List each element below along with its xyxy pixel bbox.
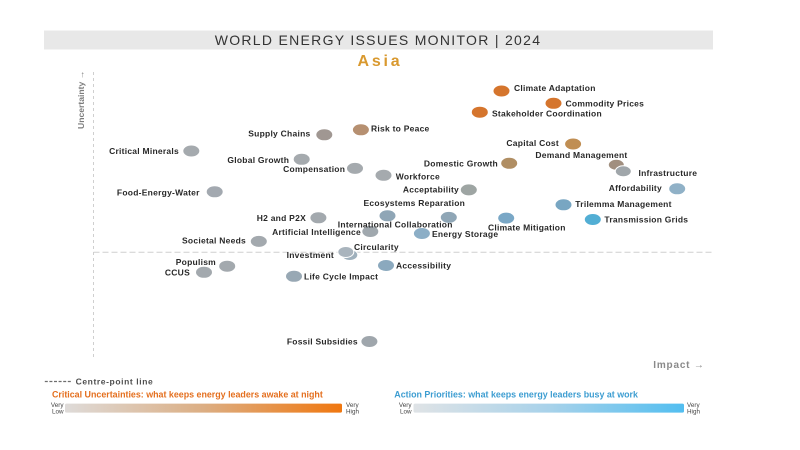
svg-text:Risk to Peace: Risk to Peace — [371, 124, 430, 134]
svg-text:Critical Uncertainties: what k: Critical Uncertainties: what keeps energ… — [52, 390, 323, 400]
svg-text:Very: Very — [346, 402, 359, 409]
svg-text:Ecosystems Reparation: Ecosystems Reparation — [364, 198, 466, 208]
svg-text:Capital Cost: Capital Cost — [506, 138, 559, 148]
svg-text:Demand Management: Demand Management — [535, 150, 627, 160]
svg-text:Very: Very — [687, 402, 700, 409]
svg-text:Compensation: Compensation — [283, 164, 345, 174]
svg-text:International Collaboration: International Collaboration — [338, 220, 453, 230]
svg-text:Global Growth: Global Growth — [227, 155, 289, 165]
svg-text:High: High — [687, 409, 700, 416]
svg-text:Action Priorities: what keeps: Action Priorities: what keeps energy lea… — [394, 390, 638, 400]
svg-text:Centre-point line: Centre-point line — [76, 377, 154, 387]
svg-text:Food-Energy-Water: Food-Energy-Water — [117, 187, 200, 197]
svg-text:Climate Adaptation: Climate Adaptation — [514, 83, 596, 93]
svg-text:Infrastructure: Infrastructure — [639, 168, 698, 178]
svg-text:Domestic Growth: Domestic Growth — [424, 159, 498, 169]
svg-text:WORLD ENERGY ISSUES MONITOR |: WORLD ENERGY ISSUES MONITOR | 2024 — [215, 32, 542, 48]
svg-text:Commodity Prices: Commodity Prices — [566, 98, 645, 108]
svg-text:Supply Chains: Supply Chains — [248, 128, 310, 138]
svg-text:Accessibility: Accessibility — [396, 260, 451, 270]
svg-text:Populism: Populism — [176, 257, 216, 267]
svg-text:CCUS: CCUS — [165, 268, 190, 278]
svg-text:Acceptability: Acceptability — [403, 185, 459, 195]
svg-text:Asia: Asia — [358, 53, 403, 70]
svg-text:Fossil Subsidies: Fossil Subsidies — [287, 337, 358, 347]
svg-text:Very: Very — [399, 402, 412, 409]
svg-text:Stakeholder Coordination: Stakeholder Coordination — [492, 109, 602, 119]
svg-text:Impact →: Impact → — [653, 360, 704, 371]
svg-text:Low: Low — [400, 409, 412, 416]
svg-text:Critical Minerals: Critical Minerals — [109, 146, 179, 156]
svg-text:Artificial Intelligence: Artificial Intelligence — [272, 227, 361, 237]
svg-text:Very: Very — [51, 402, 64, 409]
svg-text:Uncertainty →: Uncertainty → — [76, 71, 86, 129]
svg-text:High: High — [346, 409, 359, 416]
svg-text:Affordability: Affordability — [609, 183, 662, 193]
svg-text:Energy Storage: Energy Storage — [432, 229, 498, 239]
svg-text:Transmission Grids: Transmission Grids — [604, 215, 688, 225]
svg-text:Workforce: Workforce — [396, 172, 440, 182]
svg-text:Societal Needs: Societal Needs — [182, 236, 246, 246]
svg-text:H2 and P2X: H2 and P2X — [257, 213, 306, 223]
svg-text:Low: Low — [52, 409, 64, 416]
svg-text:Life Cycle Impact: Life Cycle Impact — [304, 271, 378, 281]
svg-text:Circularity: Circularity — [354, 242, 399, 252]
svg-text:Trilemma Management: Trilemma Management — [575, 199, 671, 209]
svg-text:Climate Mitigation: Climate Mitigation — [488, 223, 566, 233]
svg-text:Investment: Investment — [287, 250, 334, 260]
